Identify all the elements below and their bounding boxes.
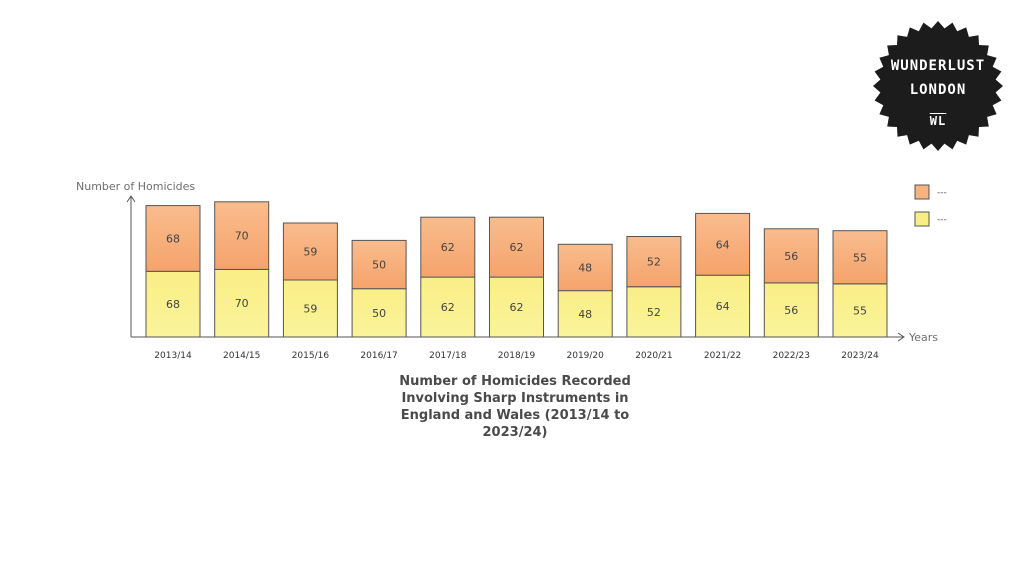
data-label: 68 <box>166 233 180 246</box>
data-label: 55 <box>853 251 867 264</box>
bar-segment <box>351 239 407 290</box>
x-tick-label: 2022/23 <box>773 351 810 361</box>
x-tick-label: 2020/21 <box>635 351 672 361</box>
legend-label: --- <box>937 188 947 198</box>
data-label: 52 <box>647 306 661 319</box>
data-label: 64 <box>716 238 730 251</box>
data-label: 62 <box>441 301 455 314</box>
logo-badge-outline <box>873 21 1003 151</box>
y-axis-title: Number of Homicides <box>76 180 195 193</box>
data-label: 62 <box>441 241 455 254</box>
logo-text-line2: LONDON <box>909 82 967 98</box>
x-axis-arrow <box>897 332 905 342</box>
data-label: 70 <box>235 230 249 243</box>
data-label: 59 <box>303 246 317 259</box>
logo-text-line3: WL <box>929 114 947 128</box>
legend-swatch <box>914 184 930 200</box>
bar-segment <box>489 216 544 278</box>
bar-segment <box>145 270 201 338</box>
bar-segment <box>214 201 270 270</box>
logo-badge-shape <box>873 21 1003 151</box>
data-label: 62 <box>510 301 524 314</box>
x-tick-label: 2013/14 <box>154 351 192 361</box>
x-tick-label: 2021/22 <box>704 351 741 361</box>
x-tick-label: 2017/18 <box>429 351 467 361</box>
logo-text-line1: WUNDERLUST <box>890 58 986 74</box>
data-label: 62 <box>510 241 524 254</box>
bar-segment <box>420 216 476 278</box>
data-label: 59 <box>303 303 317 316</box>
bar-segment <box>282 222 338 281</box>
bar-segment <box>763 282 819 338</box>
legend-label: --- <box>937 215 947 225</box>
data-label: 48 <box>578 308 592 321</box>
data-label: 70 <box>235 297 249 310</box>
bar-segment <box>489 276 544 338</box>
x-tick-label: 2018/19 <box>498 351 536 361</box>
data-label: 50 <box>372 259 386 272</box>
x-tick-label: 2016/17 <box>360 351 397 361</box>
bar-segment <box>626 236 682 288</box>
data-label: 50 <box>372 307 386 320</box>
legend-swatch <box>914 211 930 227</box>
chart-title: Number of Homicides Recorded Involving S… <box>399 374 631 440</box>
x-tick-label: 2023/24 <box>841 351 879 361</box>
bar-segment <box>557 243 613 292</box>
brand-logo: WUNDERLUST LONDON WL <box>872 20 1004 152</box>
x-tick-label: 2015/16 <box>292 351 330 361</box>
data-label: 55 <box>853 304 867 317</box>
bar-segment <box>832 230 888 285</box>
data-label: 56 <box>784 304 798 317</box>
bar-segment <box>145 205 201 272</box>
x-tick-label: 2014/15 <box>223 351 260 361</box>
data-label: 52 <box>647 256 661 269</box>
bar-segment <box>695 212 751 276</box>
y-axis-arrow <box>126 195 136 203</box>
data-label: 48 <box>578 261 592 274</box>
data-label: 68 <box>166 298 180 311</box>
bar-segment <box>763 228 819 284</box>
data-label: 64 <box>716 300 730 313</box>
bar-segment <box>695 274 751 338</box>
x-axis-title: Years <box>908 331 938 344</box>
bar-segment <box>832 283 888 338</box>
x-tick-label: 2019/20 <box>567 351 605 361</box>
data-label: 56 <box>784 250 798 263</box>
